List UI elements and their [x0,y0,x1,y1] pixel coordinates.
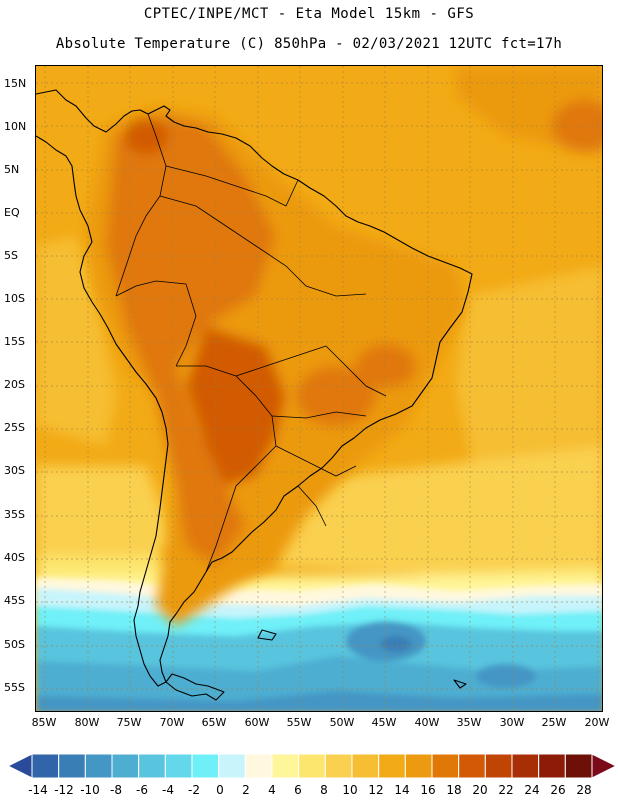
lat-label: 5S [4,249,18,262]
colorbar-swatch [218,753,246,779]
colorbar-label: 26 [550,783,566,797]
colorbar-swatch [564,753,593,779]
colorbar-swatch [298,753,326,779]
country-borders [115,113,387,573]
lon-label: 80W [74,716,100,729]
lon-label: 25W [541,716,567,729]
colorbar-label: 14 [394,783,410,797]
colorbar-label: 22 [498,783,514,797]
colorbar-label: 8 [320,783,328,797]
lat-label: 55S [4,681,25,694]
colorbar-label: -2 [188,783,200,797]
lon-label: 65W [201,716,227,729]
colorbar-swatch [404,753,433,779]
lat-label: 25S [4,421,25,434]
lat-label: 10S [4,292,25,305]
colorbar-label: 4 [268,783,276,797]
lat-label: 10N [4,120,27,133]
lat-label: 40S [4,551,25,564]
lon-label: 70W [159,716,185,729]
lon-label: 50W [329,716,355,729]
colorbar-label: -8 [110,783,122,797]
colorbar-swatch [538,753,566,779]
temperature-map [36,66,602,711]
colorbar-swatch [591,753,616,779]
colorbar-label: -10 [80,783,100,797]
colorbar-label: -4 [162,783,174,797]
colorbar-swatch [431,753,460,779]
lon-label: 55W [286,716,312,729]
colorbar-swatch [244,753,273,779]
coastlines [36,89,473,701]
colorbar-swatch [458,753,486,779]
lon-label: 40W [414,716,440,729]
lat-label: 5N [4,163,20,176]
lat-label: 45S [4,594,25,607]
colorbar-swatch [8,753,33,779]
lon-label: 85W [31,716,57,729]
colorbar-label: 24 [524,783,540,797]
lat-label: 15S [4,335,25,348]
colorbar-label: -6 [136,783,148,797]
colorbar-swatch [138,753,166,779]
lon-label: 20W [584,716,610,729]
colorbar-swatch [111,753,140,779]
map-panel [35,65,603,712]
colorbar-swatch [378,753,406,779]
colorbar-label: 6 [294,783,302,797]
lat-label: 35S [4,508,25,521]
lat-label: 50S [4,638,25,651]
colorbar-label: -14 [28,783,48,797]
colorbar-swatch [484,753,513,779]
colorbar-label: 18 [446,783,462,797]
colorbar-swatch [31,753,60,779]
colorbar-label: 16 [420,783,436,797]
colorbar-swatch [351,753,380,779]
lat-label: 20S [4,378,25,391]
lon-label: 30W [499,716,525,729]
lat-label: 15N [4,77,27,90]
lon-label: 35W [456,716,482,729]
map-title-line2: Absolute Temperature (C) 850hPa - 02/03/… [55,36,563,52]
map-title-line1: CPTEC/INPE/MCT - Eta Model 15km - GFS [143,6,475,22]
colorbar-swatch [191,753,220,779]
colorbar-label: -12 [54,783,74,797]
colorbar-label: 12 [368,783,384,797]
colorbar [8,753,616,779]
colorbar-swatch [271,753,300,779]
colorbar-swatch [511,753,540,779]
lat-label: EQ [4,206,20,219]
lon-label: 75W [116,716,142,729]
lat-label: 30S [4,464,25,477]
colorbar-swatch [324,753,353,779]
colorbar-label: 10 [342,783,358,797]
colorbar-swatch [84,753,113,779]
colorbar-label: 28 [576,783,592,797]
colorbar-swatch [58,753,86,779]
colorbar-label: 2 [242,783,250,797]
lon-label: 60W [244,716,270,729]
colorbar-label: 0 [216,783,224,797]
colorbar-label: 20 [472,783,488,797]
colorbar-swatch [164,753,193,779]
lon-label: 45W [371,716,397,729]
